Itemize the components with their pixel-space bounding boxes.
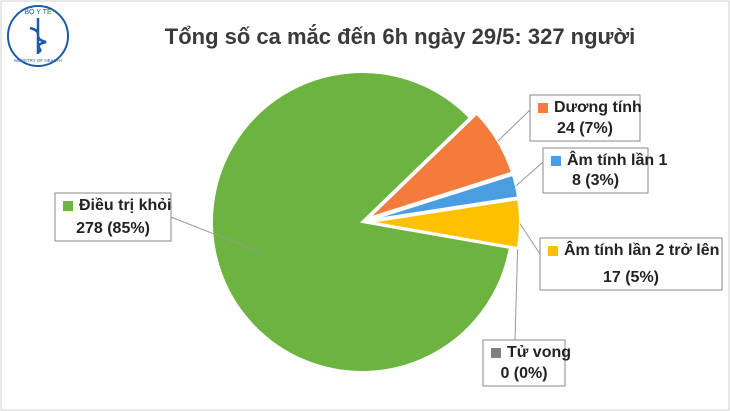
legend-swatch	[491, 348, 501, 358]
category-label: Tử vong	[507, 344, 571, 361]
logo: BỘ Y TẾ MINISTRY OF HEALTH	[7, 5, 69, 67]
category-label: Dương tính	[554, 99, 642, 116]
leader-line	[497, 109, 531, 142]
value-label: 0 (0%)	[500, 365, 547, 382]
leader-line	[170, 216, 262, 254]
label-box	[542, 147, 649, 194]
category-label: Âm tính lần 2 trở lên	[564, 240, 719, 259]
logo-bottom: MINISTRY OF HEALTH	[14, 58, 62, 63]
value-label: 278 (85%)	[76, 220, 150, 237]
label-box	[482, 339, 566, 387]
logo-symbol	[29, 18, 47, 54]
value-label: 8 (3%)	[572, 172, 619, 189]
chart-title: Tổng số ca mắc đến 6h ngày 29/5: 327 ngư…	[165, 24, 636, 49]
pie-slice	[368, 112, 514, 219]
legend-swatch	[538, 103, 548, 113]
legend-swatch	[63, 201, 73, 211]
leader-line	[519, 223, 541, 255]
legend-swatch	[548, 246, 558, 256]
leader-line	[514, 249, 519, 341]
label-box	[54, 192, 172, 242]
pie-slice	[211, 71, 511, 373]
label-box	[539, 237, 723, 291]
pie-slice	[369, 173, 520, 222]
leader-line	[515, 161, 544, 187]
legend-swatch	[551, 156, 561, 166]
logo-top: BỘ Y TẾ	[24, 6, 52, 16]
value-label: 24 (7%)	[557, 120, 613, 137]
label-box	[529, 94, 641, 142]
value-label: 17 (5%)	[603, 269, 659, 286]
category-label: Điều trị khỏi	[79, 197, 171, 214]
pie-slice	[369, 198, 521, 250]
category-label: Âm tính lần 1	[567, 150, 668, 169]
